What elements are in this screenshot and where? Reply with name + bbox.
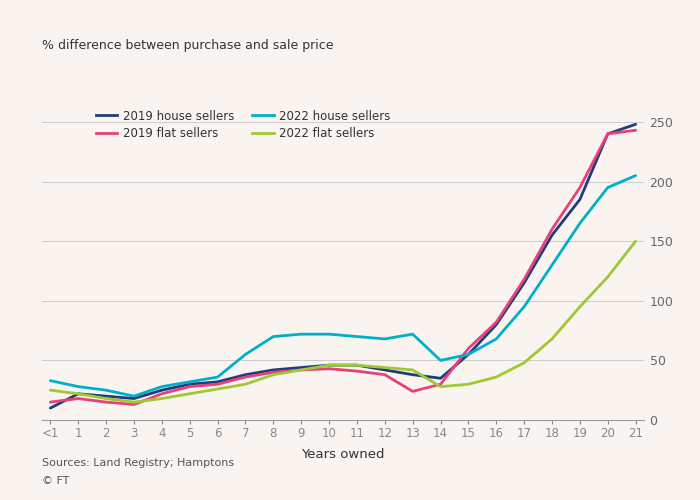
2022 flat sellers: [241, 381, 250, 387]
2019 flat sellers: [186, 384, 194, 390]
2022 flat sellers: [158, 396, 166, 402]
2022 house sellers: [102, 387, 111, 393]
2022 house sellers: [603, 184, 612, 190]
2019 flat sellers: [158, 391, 166, 397]
2022 flat sellers: [464, 381, 473, 387]
2022 house sellers: [353, 334, 361, 340]
2019 house sellers: [269, 367, 277, 373]
Line: 2022 house sellers: 2022 house sellers: [50, 176, 636, 396]
2022 house sellers: [575, 220, 584, 226]
2022 house sellers: [46, 378, 55, 384]
2019 flat sellers: [241, 374, 250, 380]
2019 flat sellers: [130, 402, 138, 407]
Text: © FT: © FT: [42, 476, 69, 486]
2019 house sellers: [325, 362, 333, 368]
2022 flat sellers: [631, 238, 640, 244]
Line: 2022 flat sellers: 2022 flat sellers: [50, 241, 636, 402]
2022 flat sellers: [575, 304, 584, 310]
2022 flat sellers: [130, 399, 138, 405]
2022 flat sellers: [381, 364, 389, 370]
2019 house sellers: [381, 367, 389, 373]
2019 house sellers: [631, 122, 640, 128]
2019 house sellers: [214, 379, 222, 385]
2022 house sellers: [548, 262, 556, 268]
2019 flat sellers: [436, 381, 445, 387]
2019 flat sellers: [74, 396, 83, 402]
2022 house sellers: [464, 352, 473, 358]
2022 flat sellers: [436, 384, 445, 390]
2022 house sellers: [409, 331, 417, 337]
2019 house sellers: [436, 376, 445, 382]
2022 house sellers: [241, 352, 250, 358]
2019 house sellers: [297, 364, 305, 370]
2022 flat sellers: [214, 386, 222, 392]
2019 house sellers: [353, 362, 361, 368]
Text: % difference between purchase and sale price: % difference between purchase and sale p…: [42, 40, 333, 52]
2022 flat sellers: [520, 360, 528, 366]
2022 house sellers: [381, 336, 389, 342]
2022 house sellers: [130, 393, 138, 399]
2019 flat sellers: [325, 366, 333, 372]
2022 house sellers: [520, 304, 528, 310]
2022 house sellers: [297, 331, 305, 337]
2022 flat sellers: [409, 367, 417, 373]
2019 house sellers: [102, 393, 111, 399]
Legend: 2019 house sellers, 2019 flat sellers, 2022 house sellers, 2022 flat sellers: 2019 house sellers, 2019 flat sellers, 2…: [96, 110, 391, 140]
2022 house sellers: [186, 379, 194, 385]
2019 house sellers: [186, 381, 194, 387]
2019 flat sellers: [46, 399, 55, 405]
2019 flat sellers: [603, 131, 612, 137]
Line: 2019 house sellers: 2019 house sellers: [50, 124, 636, 408]
2019 flat sellers: [102, 399, 111, 405]
2019 house sellers: [130, 396, 138, 402]
2022 flat sellers: [46, 387, 55, 393]
2022 house sellers: [325, 331, 333, 337]
2019 flat sellers: [492, 319, 500, 325]
Text: Sources: Land Registry; Hamptons: Sources: Land Registry; Hamptons: [42, 458, 234, 468]
2019 house sellers: [603, 131, 612, 137]
2019 house sellers: [409, 372, 417, 378]
2019 flat sellers: [520, 276, 528, 282]
2022 house sellers: [74, 384, 83, 390]
2022 house sellers: [492, 336, 500, 342]
2019 house sellers: [464, 352, 473, 358]
2022 flat sellers: [186, 391, 194, 397]
2019 flat sellers: [631, 128, 640, 134]
2022 flat sellers: [74, 391, 83, 397]
2022 flat sellers: [102, 396, 111, 402]
2019 flat sellers: [575, 184, 584, 190]
2022 flat sellers: [297, 367, 305, 373]
2019 flat sellers: [353, 368, 361, 374]
2022 flat sellers: [548, 336, 556, 342]
Line: 2019 flat sellers: 2019 flat sellers: [50, 130, 636, 404]
2022 flat sellers: [603, 274, 612, 280]
2022 flat sellers: [269, 372, 277, 378]
2022 house sellers: [269, 334, 277, 340]
2019 flat sellers: [381, 372, 389, 378]
2022 house sellers: [214, 374, 222, 380]
2022 house sellers: [158, 384, 166, 390]
2019 flat sellers: [214, 381, 222, 387]
2019 flat sellers: [409, 388, 417, 394]
2019 house sellers: [575, 196, 584, 202]
2019 house sellers: [74, 391, 83, 397]
2019 house sellers: [158, 387, 166, 393]
2019 flat sellers: [269, 370, 277, 376]
2022 flat sellers: [353, 362, 361, 368]
2019 house sellers: [492, 322, 500, 328]
2022 flat sellers: [325, 362, 333, 368]
2019 flat sellers: [464, 346, 473, 352]
2022 flat sellers: [492, 374, 500, 380]
2019 flat sellers: [297, 367, 305, 373]
2019 house sellers: [548, 232, 556, 238]
2019 house sellers: [46, 405, 55, 411]
2022 house sellers: [436, 358, 445, 364]
X-axis label: Years owned: Years owned: [301, 448, 385, 462]
2022 house sellers: [631, 172, 640, 178]
2019 house sellers: [520, 280, 528, 286]
2019 flat sellers: [548, 226, 556, 232]
2019 house sellers: [241, 372, 250, 378]
